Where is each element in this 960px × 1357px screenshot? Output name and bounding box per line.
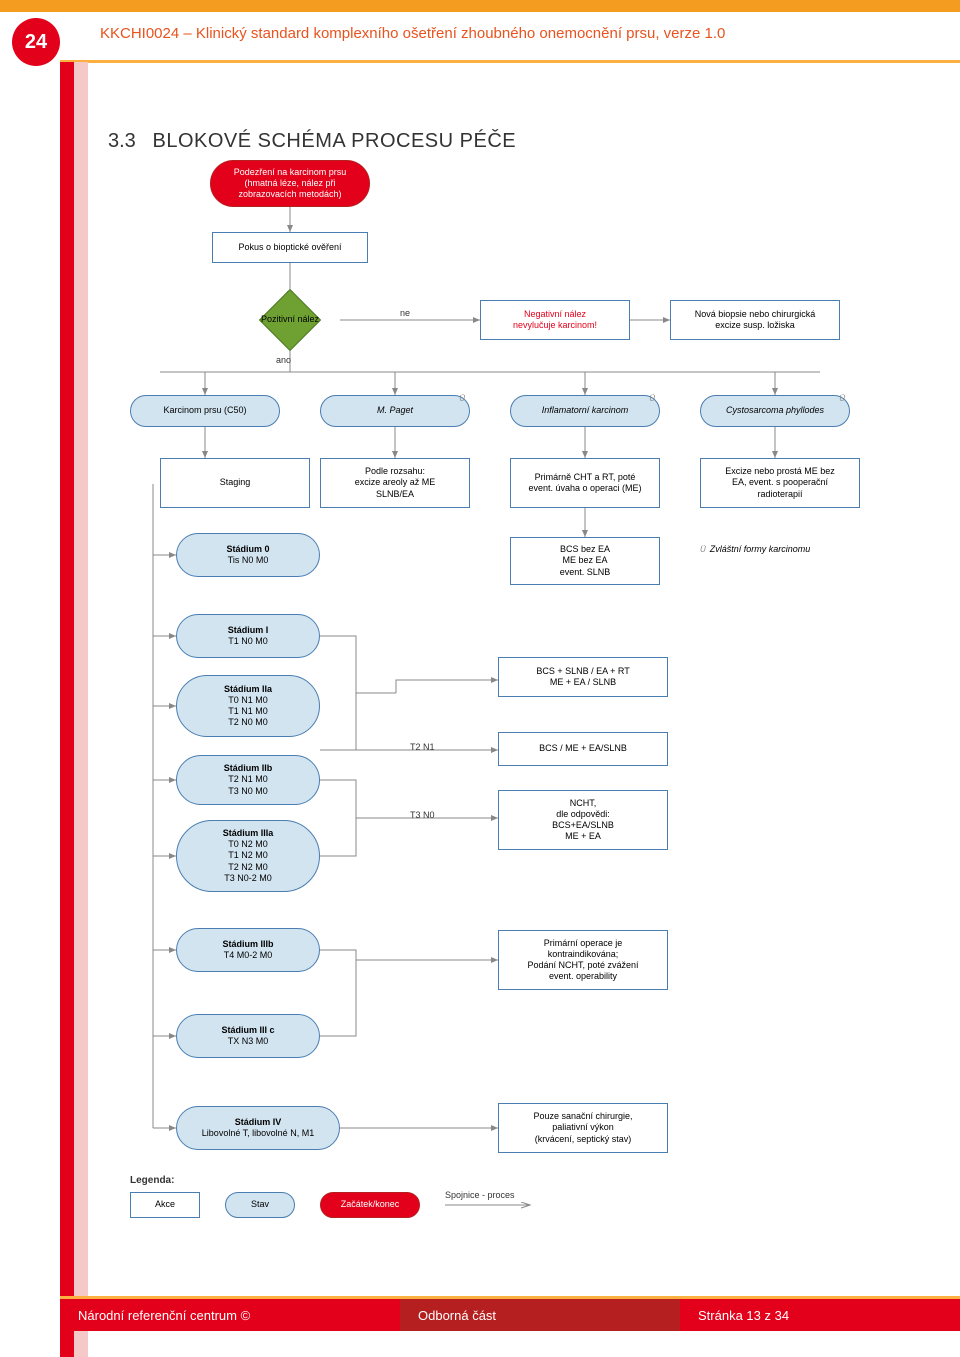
- state-paget: M. Paget Ü: [320, 395, 470, 427]
- bcs-slnb: BCS + SLNB / EA + RT ME + EA / SLNB: [498, 657, 668, 697]
- footer-center: Odborná část: [400, 1299, 680, 1331]
- ncht: NCHT, dle odpovědi: BCS+EA/SLNB ME + EA: [498, 790, 668, 850]
- edge-ano: ano: [276, 355, 291, 365]
- decision-positive: Pozitivní nález: [258, 298, 322, 342]
- legend-startend: Začátek/konec: [320, 1192, 420, 1218]
- stage-I: Stádium I T1 N0 M0: [176, 614, 320, 658]
- state-cysto: Cystosarcoma phyllodes Ü: [700, 395, 850, 427]
- stage-IIb: Stádium IIb T2 N1 M0 T3 N0 M0: [176, 755, 320, 805]
- negative-finding: Negativní nález nevylučuje karcinom!: [480, 300, 630, 340]
- legend-action: Akce: [130, 1192, 200, 1218]
- legend-connector: Spojnice - proces: [445, 1190, 515, 1200]
- legend-title: Legenda:: [130, 1175, 174, 1186]
- stage-IIIb: Stádium IIIb T4 M0-2 M0: [176, 928, 320, 972]
- state-inflam: Inflamatorní karcinom Ü: [510, 395, 660, 427]
- state-c50: Karcinom prsu (C50): [130, 395, 280, 427]
- biopsy-action: Pokus o bioptické ověření: [212, 232, 368, 263]
- stage-IIIc: Stádium III c TX N3 M0: [176, 1014, 320, 1058]
- footer-right: Stránka 13 z 34: [680, 1299, 960, 1331]
- cht-action: Primárně CHT a RT, poté event. úvaha o o…: [510, 458, 660, 508]
- bcs-me: BCS / ME + EA/SLNB: [498, 732, 668, 766]
- excize-action: Excize nebo prostá ME bez EA, event. s p…: [700, 458, 860, 508]
- new-biopsy: Nová biopsie nebo chirurgická excize sus…: [670, 300, 840, 340]
- bcs-stage0: BCS bez EA ME bez EA event. SLNB: [510, 537, 660, 585]
- footer-left: Národní referenční centrum ©: [60, 1299, 400, 1331]
- extent-action: Podle rozsahu: excize areoly až ME SLNB/…: [320, 458, 470, 508]
- stage-IIa: Stádium IIa T0 N1 M0 T1 N1 M0 T2 N0 M0: [176, 675, 320, 737]
- stage-IV: Stádium IV Libovolné T, libovolné N, M1: [176, 1106, 340, 1150]
- contraindicated: Primární operace je kontraindikována; Po…: [498, 930, 668, 990]
- legend-state: Stav: [225, 1192, 295, 1218]
- edge-t2n1: T2 N1: [410, 742, 435, 752]
- flow-connectors: [0, 0, 960, 1357]
- footnote-special: Ü Zvláštní formy karcinomu: [700, 540, 860, 560]
- stage-0: Stádium 0 Tis N0 M0: [176, 533, 320, 577]
- edge-ne: ne: [400, 308, 410, 318]
- edge-t3n0: T3 N0: [410, 810, 435, 820]
- start-node: Podezření na karcinom prsu (hmatná léze,…: [210, 160, 370, 207]
- sanation: Pouze sanační chirurgie, paliativní výko…: [498, 1103, 668, 1153]
- stage-IIIa: Stádium IIIa T0 N2 M0 T1 N2 M0 T2 N2 M0 …: [176, 820, 320, 892]
- staging-action: Staging: [160, 458, 310, 508]
